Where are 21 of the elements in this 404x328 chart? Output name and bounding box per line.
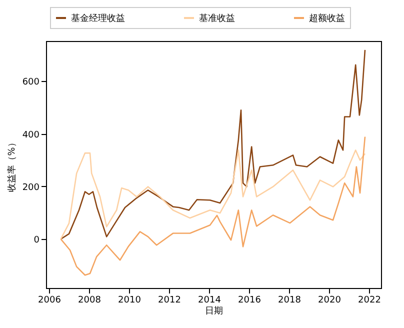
x-axis-title: 日期: [205, 306, 223, 316]
x-tick-label: 2008: [78, 296, 102, 306]
legend-label: 基准收益: [199, 13, 235, 24]
x-tick-label: 2006: [38, 296, 62, 306]
y-tick-label: 0: [34, 236, 40, 246]
x-tick-label: 2010: [118, 296, 142, 306]
x-tick-label: 2016: [238, 296, 262, 306]
legend-label: 超额收益: [309, 13, 345, 24]
y-tick-label: 600: [22, 78, 40, 88]
line-series: [60, 150, 366, 240]
legend-label: 基金经理收益: [71, 13, 125, 24]
x-tick-label: 2020: [318, 296, 342, 306]
line-series: [60, 136, 366, 276]
line-series: [60, 49, 366, 240]
x-tick-label: 2018: [278, 296, 302, 306]
x-tick-label: 2014: [198, 296, 222, 306]
x-tick-label: 2012: [158, 296, 181, 306]
x-tick-label: 2022: [358, 296, 381, 306]
y-axis-title: 收益率（%）: [6, 138, 18, 192]
y-tick-label: 200: [22, 182, 40, 193]
y-tick-label: 400: [22, 130, 40, 140]
